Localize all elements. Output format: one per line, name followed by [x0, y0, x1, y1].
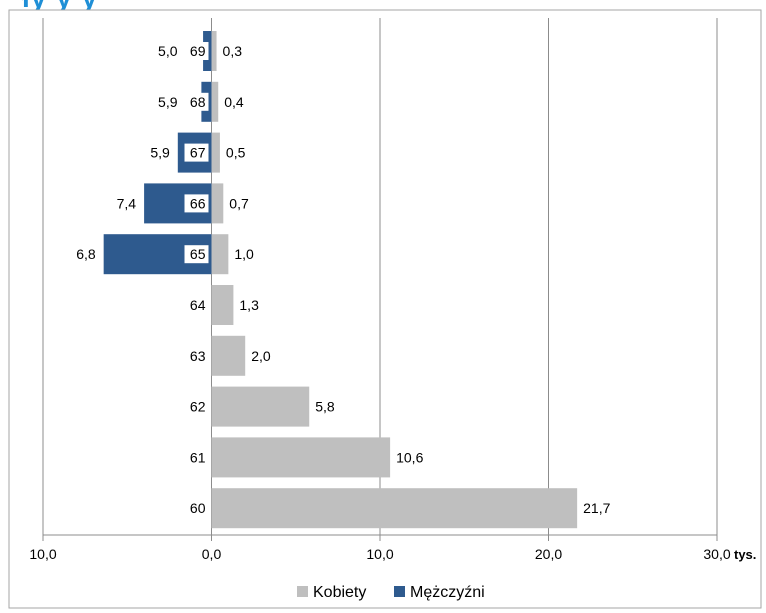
x-tick-label: 0,0 — [202, 546, 222, 562]
category-label: 65 — [190, 246, 206, 262]
category-label: 62 — [190, 399, 206, 415]
bar-kobiety — [211, 488, 578, 529]
bar-kobiety — [211, 335, 246, 376]
data-label-kobiety: 0,3 — [223, 43, 243, 59]
legend-swatch — [297, 586, 308, 597]
data-label-kobiety: 0,4 — [224, 94, 244, 110]
category-label-bg — [184, 143, 209, 162]
x-tick-label: 10,0 — [29, 546, 56, 562]
category-label-bg — [184, 194, 209, 213]
data-label-mezczyzni: 6,8 — [76, 246, 96, 262]
bar-kobiety — [211, 234, 229, 275]
category-label-bg — [184, 92, 209, 111]
x-tick-label: 20,0 — [535, 546, 562, 562]
axis: 10,0 0,0 10,0 20,0 30,0 tys. — [29, 534, 756, 562]
category-label: 63 — [190, 348, 206, 364]
data-label-kobiety: 0,7 — [229, 195, 249, 211]
legend-label: Kobiety — [313, 584, 366, 601]
bar-kobiety — [211, 132, 220, 173]
x-unit-label: tys. — [734, 547, 756, 562]
x-tick-label: 10,0 — [366, 546, 393, 562]
category-label: 64 — [190, 297, 206, 313]
data-label-kobiety: 1,0 — [234, 246, 254, 262]
x-tick-label: 30,0 — [703, 546, 730, 562]
data-label-mezczyzni: 5,0 — [158, 43, 178, 59]
legend-label: Mężczyźni — [410, 584, 485, 601]
data-label-kobiety: 1,3 — [239, 297, 259, 313]
data-label-kobiety: 10,6 — [396, 449, 423, 465]
category-label: 61 — [190, 449, 206, 465]
category-label: 69 — [190, 43, 206, 59]
category-label: 68 — [190, 94, 206, 110]
bar-kobiety — [211, 183, 224, 224]
data-labels: 0,3 69 5,0 0,4 68 5,9 0,5 67 5,9 0,7 66 7,4 1,0 65 6,8… — [76, 42, 611, 516]
category-label: 67 — [190, 145, 206, 161]
bars — [103, 31, 578, 529]
category-label-bg — [184, 245, 209, 264]
bar-kobiety — [211, 285, 234, 325]
data-label-kobiety: 2,0 — [251, 348, 271, 364]
data-label-mezczyzni: 5,9 — [150, 145, 170, 161]
bar-kobiety — [211, 437, 391, 478]
category-label: 60 — [190, 500, 206, 516]
category-label: 66 — [190, 195, 206, 211]
bar-kobiety — [211, 386, 310, 427]
bar-kobiety — [211, 81, 219, 122]
data-label-kobiety: 21,7 — [583, 500, 610, 516]
bar-kobiety — [211, 31, 217, 71]
data-label-kobiety: 0,5 — [226, 145, 246, 161]
legend-swatch — [394, 586, 405, 597]
category-label-bg — [184, 42, 209, 60]
legend: Kobiety Mężczyźni — [297, 584, 485, 601]
data-label-kobiety: 5,8 — [315, 399, 335, 415]
data-label-mezczyzni: 5,9 — [158, 94, 178, 110]
data-label-mezczyzni: 7,4 — [117, 195, 137, 211]
